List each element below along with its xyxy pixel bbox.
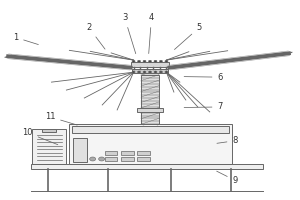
Circle shape <box>154 71 157 73</box>
Bar <box>105 157 117 161</box>
Text: 6: 6 <box>184 73 223 82</box>
Circle shape <box>143 71 146 73</box>
Circle shape <box>148 71 152 73</box>
Text: 4: 4 <box>149 13 154 54</box>
Bar <box>69 124 232 164</box>
Bar <box>73 138 87 162</box>
Text: 3: 3 <box>122 13 136 54</box>
Text: 5: 5 <box>175 23 202 49</box>
Circle shape <box>160 71 162 73</box>
Text: 2: 2 <box>86 23 105 49</box>
Bar <box>130 62 170 67</box>
Bar <box>121 157 134 161</box>
Text: 10: 10 <box>22 128 58 145</box>
Circle shape <box>143 60 146 62</box>
Bar <box>72 126 229 133</box>
Circle shape <box>99 157 105 161</box>
Text: 1: 1 <box>13 33 38 45</box>
Bar <box>121 151 134 155</box>
Circle shape <box>138 60 140 62</box>
Text: 7: 7 <box>184 102 223 111</box>
Bar <box>32 129 66 164</box>
Bar <box>137 151 150 155</box>
Text: 9: 9 <box>217 171 238 185</box>
Circle shape <box>154 60 157 62</box>
Circle shape <box>132 71 135 73</box>
Circle shape <box>148 60 152 62</box>
Circle shape <box>160 60 162 62</box>
Bar <box>137 157 150 161</box>
Circle shape <box>165 60 168 62</box>
Bar <box>141 75 159 124</box>
Text: 8: 8 <box>217 136 238 145</box>
Circle shape <box>165 71 168 73</box>
Bar <box>42 129 56 132</box>
Circle shape <box>138 71 140 73</box>
Circle shape <box>132 60 135 62</box>
Text: 11: 11 <box>45 112 77 125</box>
Bar <box>137 108 163 112</box>
Bar <box>31 164 263 169</box>
Circle shape <box>90 157 96 161</box>
Bar <box>105 151 117 155</box>
Bar <box>132 69 168 73</box>
